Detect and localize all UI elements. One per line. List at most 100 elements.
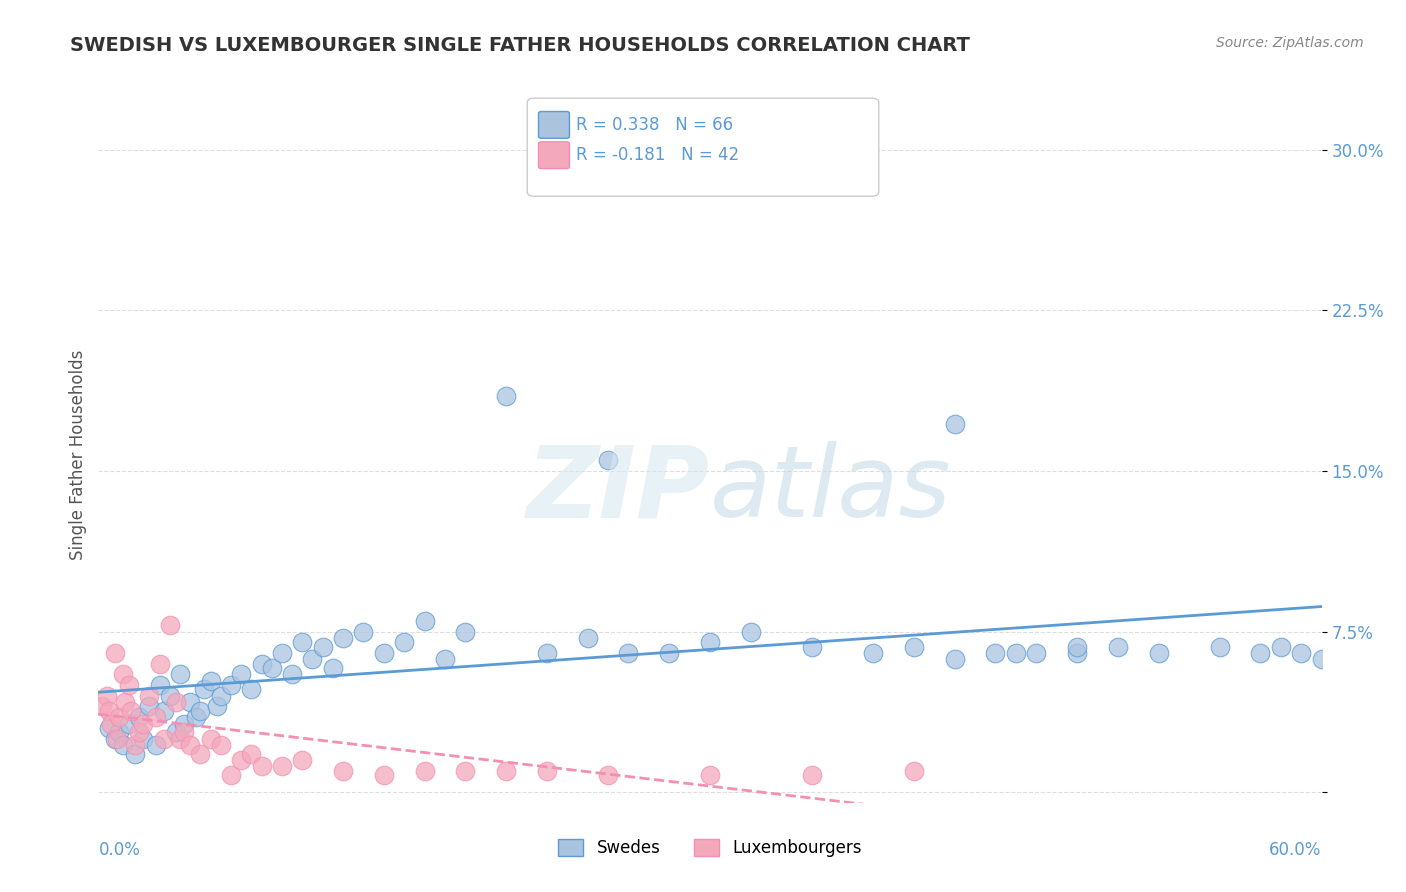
Point — [145, 710, 167, 724]
Point — [97, 704, 120, 718]
Point — [291, 753, 314, 767]
Point — [576, 631, 599, 645]
Point — [165, 695, 187, 709]
Text: 60.0%: 60.0% — [1270, 841, 1322, 859]
Point — [454, 764, 477, 778]
Point — [332, 631, 354, 645]
Point — [740, 624, 762, 639]
Legend: Swedes, Luxembourgers: Swedes, Luxembourgers — [551, 832, 869, 864]
Point — [128, 725, 150, 739]
Point — [617, 646, 640, 660]
Point — [373, 646, 395, 660]
Point — [658, 646, 681, 660]
Point — [149, 657, 172, 671]
Text: Source: ZipAtlas.com: Source: ZipAtlas.com — [1216, 36, 1364, 50]
Point — [118, 716, 141, 731]
Point — [159, 689, 181, 703]
Point — [699, 768, 721, 782]
Point — [301, 652, 323, 666]
Point — [1107, 640, 1129, 654]
Point — [332, 764, 354, 778]
Text: atlas: atlas — [710, 442, 952, 538]
Point — [149, 678, 172, 692]
Point — [111, 667, 134, 681]
Point — [536, 646, 558, 660]
Point — [801, 640, 824, 654]
Point — [169, 667, 191, 681]
Point — [97, 721, 120, 735]
Point — [903, 764, 925, 778]
Text: ZIP: ZIP — [527, 442, 710, 538]
Point — [434, 652, 457, 666]
Point — [231, 667, 253, 681]
Point — [186, 710, 208, 724]
Point — [1209, 640, 1232, 654]
Point — [152, 704, 174, 718]
Point — [270, 646, 294, 660]
Point — [145, 738, 167, 752]
Point — [205, 699, 228, 714]
Point — [291, 635, 314, 649]
Point — [173, 716, 195, 731]
Point — [169, 731, 191, 746]
Text: R = 0.338   N = 66: R = 0.338 N = 66 — [576, 116, 734, 134]
Point — [281, 667, 304, 681]
Point — [104, 731, 127, 746]
Point — [105, 731, 128, 746]
Point — [231, 753, 253, 767]
Point — [392, 635, 416, 649]
Text: SWEDISH VS LUXEMBOURGER SINGLE FATHER HOUSEHOLDS CORRELATION CHART: SWEDISH VS LUXEMBOURGER SINGLE FATHER HO… — [70, 36, 970, 54]
Point — [1066, 640, 1088, 654]
Point — [250, 759, 273, 773]
Point — [128, 710, 150, 724]
Point — [96, 689, 118, 703]
Point — [173, 725, 195, 739]
Point — [108, 710, 131, 724]
Point — [250, 657, 273, 671]
Point — [536, 764, 558, 778]
Point — [373, 768, 395, 782]
Point — [118, 678, 141, 692]
Point — [1147, 646, 1170, 660]
Point — [1066, 646, 1088, 660]
Point — [219, 768, 242, 782]
Point — [598, 768, 620, 782]
Point — [193, 682, 215, 697]
Point — [699, 635, 721, 649]
Point — [138, 699, 160, 714]
Point — [188, 704, 212, 718]
Point — [124, 738, 146, 752]
Point — [495, 389, 517, 403]
Point — [903, 640, 925, 654]
Point — [91, 699, 114, 714]
Point — [943, 417, 966, 431]
Point — [209, 738, 232, 752]
Point — [179, 738, 201, 752]
Point — [801, 768, 824, 782]
Point — [138, 689, 160, 703]
Point — [1291, 646, 1313, 660]
Point — [240, 747, 263, 761]
Point — [322, 661, 344, 675]
Point — [124, 747, 146, 761]
Point — [111, 738, 134, 752]
Point — [104, 646, 127, 660]
Point — [454, 624, 477, 639]
Point — [1025, 646, 1047, 660]
Point — [413, 764, 436, 778]
Point — [108, 725, 131, 739]
Point — [984, 646, 1007, 660]
Point — [159, 618, 181, 632]
Point — [100, 716, 122, 731]
Point — [1270, 640, 1292, 654]
Point — [495, 764, 517, 778]
Point — [219, 678, 242, 692]
Y-axis label: Single Father Households: Single Father Households — [69, 350, 87, 560]
Point — [120, 704, 142, 718]
Point — [200, 731, 222, 746]
Point — [132, 731, 155, 746]
Point — [270, 759, 294, 773]
Point — [114, 695, 136, 709]
Text: R = -0.181   N = 42: R = -0.181 N = 42 — [576, 146, 740, 164]
Point — [165, 725, 187, 739]
